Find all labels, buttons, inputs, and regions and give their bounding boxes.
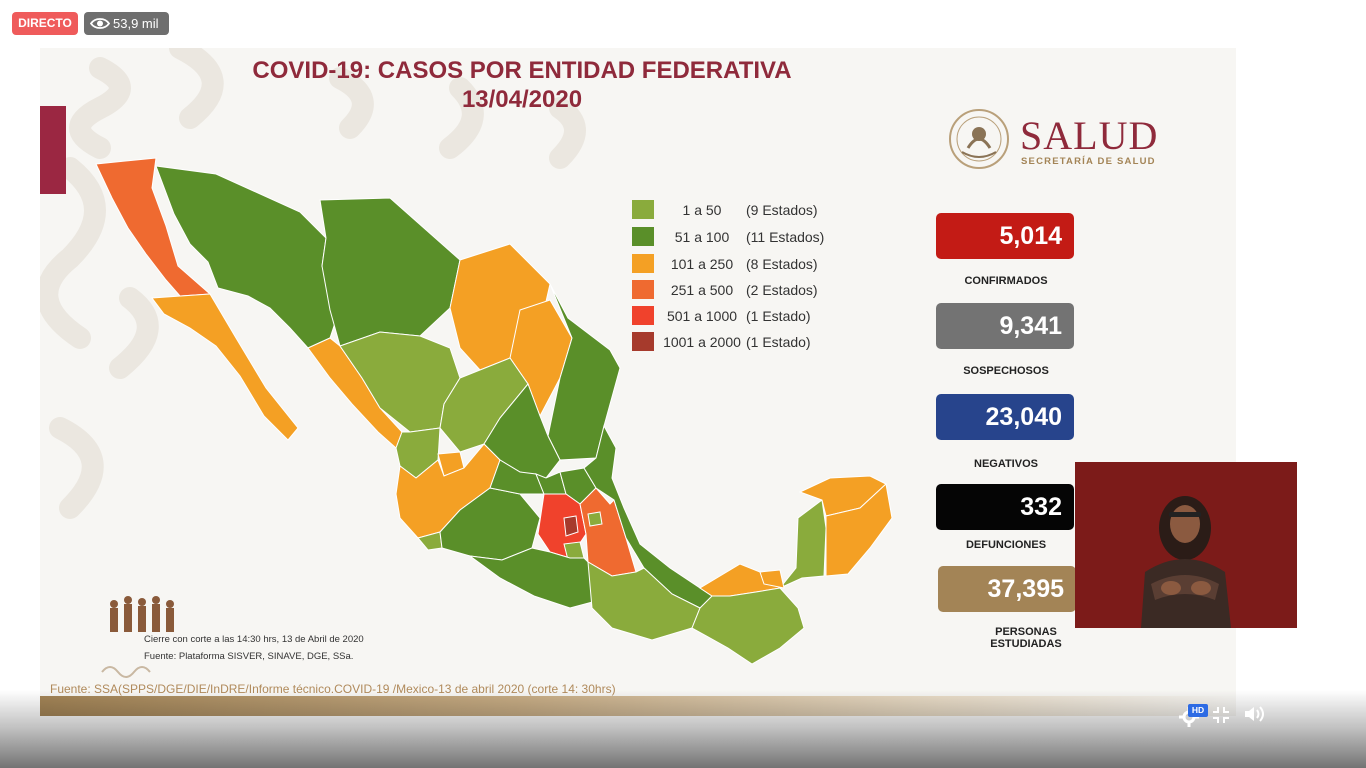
accent-bar [40, 106, 66, 194]
studied-label-line1: PERSONAS [995, 626, 1057, 638]
cutoff-note: Cierre con corte a las 14:30 hrs, 13 de … [144, 634, 364, 645]
view-count-badge: 53,9 mil [84, 12, 169, 35]
state-sinaloa [307, 337, 403, 449]
state-san-luis-potosi [483, 383, 561, 479]
title-date: 13/04/2020 [461, 86, 583, 113]
confirmed-value: 5,014 [936, 213, 1074, 259]
government-seal-icon [949, 109, 1009, 169]
slide: COVID-19: CASOS POR ENTIDAD FEDERATIVA 1… [40, 48, 1236, 716]
legend-swatch [632, 227, 654, 246]
state-guerrero [468, 547, 613, 609]
legend-row: 251 a 500 (2 Estados) [632, 280, 882, 300]
state-chihuahua [319, 197, 461, 347]
interpreter-figure [1141, 496, 1231, 628]
deaths-label: DEFUNCIONES [965, 539, 1047, 551]
state-campeche [779, 499, 827, 589]
legend-count: (11 Estados) [746, 229, 825, 245]
platform-source-note: Fuente: Plataforma SISVER, SINAVE, DGE, … [144, 651, 354, 662]
hd-badge: HD [1188, 704, 1208, 717]
legend-row: 501 a 1000 (1 Estado) [632, 306, 882, 326]
state-aguascalientes [437, 451, 465, 477]
logo-wordmark: SALUD [1020, 113, 1159, 158]
legend-row: 1 a 50 (9 Estados) [632, 200, 882, 220]
state-coahuila [449, 243, 551, 371]
title-text: COVID-19: CASOS POR ENTIDAD FEDERATIVA [252, 57, 792, 84]
eye-icon [90, 18, 110, 29]
legend-count: (9 Estados) [746, 202, 818, 218]
volume-icon[interactable] [1243, 704, 1265, 724]
suspected-value: 9,341 [936, 303, 1074, 349]
studied-value: 37,395 [938, 566, 1076, 612]
state-queretaro [535, 471, 567, 495]
decorative-wave-logo [101, 666, 151, 678]
legend-count: (1 Estado) [746, 334, 811, 350]
legend-count: (2 Estados) [746, 282, 818, 298]
confirmed-label: CONFIRMADOS [964, 275, 1048, 287]
state-puebla [579, 487, 637, 577]
state-estado-de-mexico [537, 493, 587, 559]
state-nayarit [395, 427, 441, 479]
legend-range: 1001 a 2000 [663, 334, 741, 350]
state-chiapas [691, 587, 805, 665]
salud-logo: SALUD SECRETARÍA DE SALUD [948, 108, 1188, 172]
state-veracruz [583, 424, 713, 609]
studied-label: PERSONAS ESTUDIADAS [946, 626, 1106, 650]
deaths-value: 332 [936, 484, 1074, 530]
state-guanajuato [489, 459, 545, 495]
interpreter-video [1075, 462, 1297, 628]
legend-swatch [632, 306, 654, 325]
negative-value: 23,040 [936, 394, 1074, 440]
state-michoacan [439, 487, 541, 561]
legend-swatch [632, 332, 654, 351]
legend-range: 1 a 50 [682, 202, 722, 218]
legend-range: 251 a 500 [670, 282, 734, 298]
state-yucatan [798, 475, 887, 517]
suspected-label: SOSPECHOSOS [963, 365, 1049, 377]
live-badge: DIRECTO [12, 12, 78, 35]
state-sonora [155, 165, 341, 349]
state-tabasco-coast [759, 569, 785, 589]
legend-count: (1 Estado) [746, 308, 811, 324]
legend-row: 1001 a 2000 (1 Estado) [632, 332, 882, 352]
exit-fullscreen-icon[interactable] [1212, 706, 1230, 724]
state-ciudad-de-mexico [563, 515, 579, 537]
legend-range: 51 a 100 [674, 229, 730, 245]
legend-row: 51 a 100 (11 Estados) [632, 227, 882, 247]
state-oaxaca [587, 561, 701, 641]
state-tabasco [699, 563, 782, 597]
legend-row: 101 a 250 (8 Estados) [632, 254, 882, 274]
state-tlaxcala [587, 511, 603, 527]
slide-title: COVID-19: CASOS POR ENTIDAD FEDERATIVA 1… [190, 56, 854, 114]
state-baja-california-sur [151, 293, 299, 441]
legend-count: (8 Estados) [746, 256, 818, 272]
legend-swatch [632, 254, 654, 273]
legend-range: 101 a 250 [670, 256, 734, 272]
state-morelos [563, 541, 585, 561]
legend-swatch [632, 200, 654, 219]
legend-swatch [632, 280, 654, 299]
state-nuevo-leon [509, 299, 573, 418]
state-zacatecas [439, 357, 529, 453]
museum-figures-icon [110, 596, 174, 632]
state-baja-california [95, 157, 212, 297]
video-controls-bar [0, 690, 1366, 768]
state-tamaulipas [547, 283, 621, 461]
state-jalisco [395, 443, 501, 539]
state-durango [339, 331, 461, 433]
state-colima [417, 531, 443, 551]
negative-label: NEGATIVOS [974, 458, 1038, 470]
view-count: 53,9 mil [113, 16, 159, 31]
state-hidalgo [559, 467, 597, 505]
legend-range: 501 a 1000 [666, 308, 738, 324]
state-quintana-roo [825, 483, 893, 577]
studied-label-line2: ESTUDIADAS [990, 638, 1062, 650]
logo-subtitle: SECRETARÍA DE SALUD [1021, 156, 1156, 167]
